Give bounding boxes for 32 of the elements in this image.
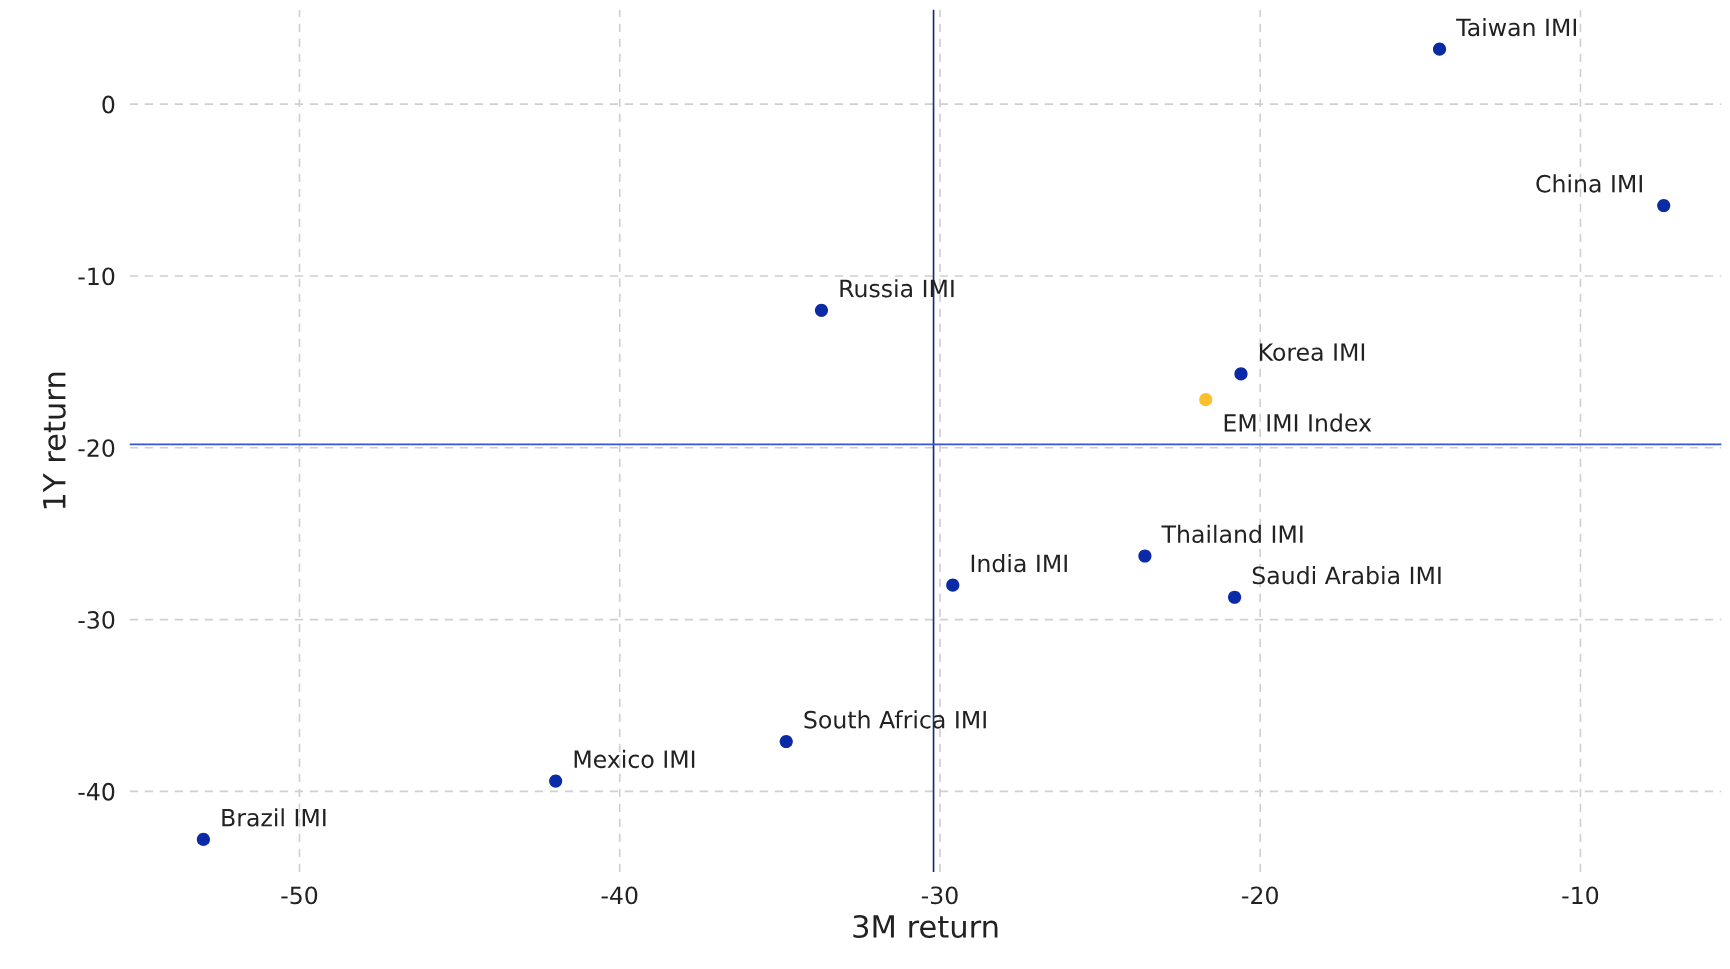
y-tick-label: 0 xyxy=(102,95,115,114)
x-tick-label: -20 xyxy=(1242,886,1278,905)
point xyxy=(1138,549,1152,563)
annotation: EM IMI Index xyxy=(1224,413,1372,432)
annotation: Brazil IMI xyxy=(222,808,326,827)
annotation: India IMI xyxy=(971,554,1067,573)
point xyxy=(196,832,210,847)
annotation: Mexico IMI xyxy=(574,749,695,769)
point xyxy=(1228,590,1242,604)
x-tick-label: -40 xyxy=(601,886,638,905)
point xyxy=(1657,198,1671,213)
annotation: Saudi Arabia IMI xyxy=(1252,566,1441,585)
x-tick-label: -50 xyxy=(281,886,318,905)
annotation: Thailand IMI xyxy=(1161,524,1303,544)
point xyxy=(946,578,960,592)
point xyxy=(1199,393,1213,407)
y-tick-label: -20 xyxy=(78,439,115,458)
x-tick-label: -30 xyxy=(921,886,958,905)
point xyxy=(779,734,793,749)
annotation: Korea IMI xyxy=(1259,343,1365,361)
y-axis-title: 1Y return xyxy=(43,372,66,509)
x-axis-title: 3M return xyxy=(853,914,998,939)
x-tick-label: -10 xyxy=(1562,886,1599,905)
point xyxy=(1234,367,1248,381)
point xyxy=(814,303,829,317)
y-tick-label: -30 xyxy=(78,611,115,629)
y-tick-label: -10 xyxy=(78,267,115,286)
y-tick-label: -40 xyxy=(78,782,115,801)
annotation: China IMI xyxy=(1536,174,1642,193)
annotation: Taiwan IMI xyxy=(1456,18,1576,37)
point xyxy=(1432,42,1447,56)
point xyxy=(549,774,563,788)
